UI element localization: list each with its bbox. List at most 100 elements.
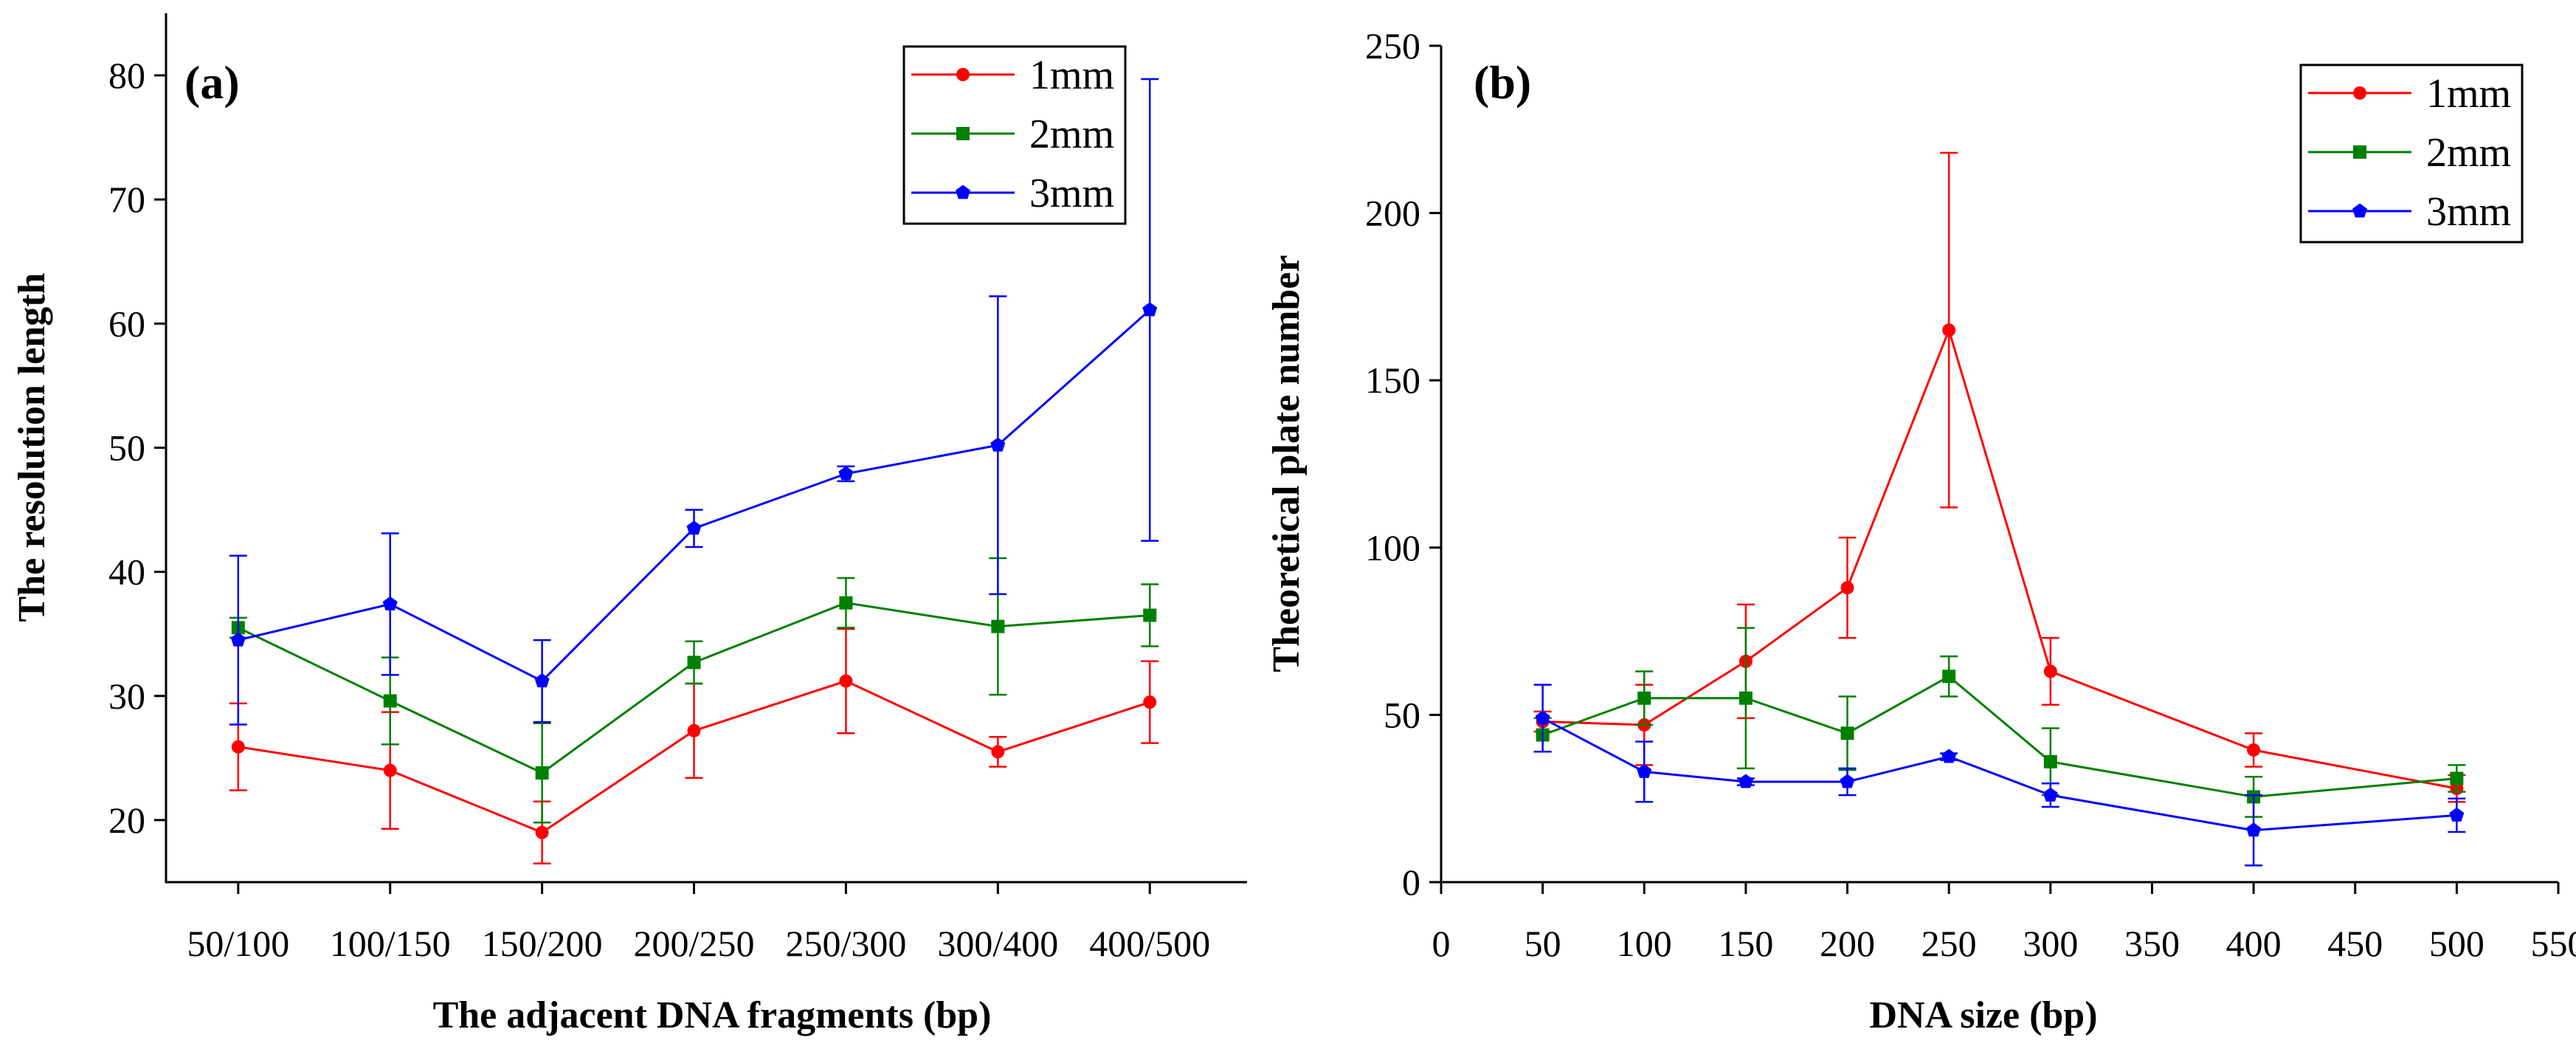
x-tick-label: 0 [1432,923,1451,964]
y-tick-label: 100 [1365,527,1420,568]
x-tick-label: 550 [2531,923,2576,964]
data-point [2043,787,2058,802]
data-point [1840,774,1855,788]
data-point [535,825,549,839]
legend-marker [2353,145,2366,159]
panel-a-resolution-length-chart: 20 30 40 50 60 70 80 50/100 100/150 150/200 200/25… [11,13,1247,1036]
data-point [1738,691,1753,705]
panel-b-theoretical-plate-chart: 0 50 100 150 200 250 0 50 100 150 200 250 300 350 400 4… [1265,25,2576,1036]
x-tick-label: 250/300 [785,923,906,964]
data-point [1143,608,1157,622]
x-tick-label: 100 [1617,923,1672,964]
data-point [991,745,1005,759]
y-axis-title: Theoretical plate number [1265,255,1308,672]
y-tick-label: 150 [1365,360,1420,401]
x-tick-label: 50/100 [187,923,289,964]
panel-label: (a) [184,56,240,109]
data-point [2449,807,2465,822]
data-point [2450,771,2464,785]
data-point [990,437,1006,452]
data-point [231,740,245,754]
y-tick-label: 50 [1384,694,1420,735]
data-point [534,673,550,688]
data-point [1637,691,1651,705]
legend-box [902,45,1127,225]
legend-label: 1mm [1029,52,1114,98]
data-point [2043,664,2057,678]
x-tick-label: 450 [2327,923,2383,964]
data-point [2247,743,2261,757]
panel-label: (b) [1474,56,1531,109]
x-axis-title: DNA size (bp) [1869,994,2097,1036]
data-point [535,766,549,780]
x-tick-label: 300 [2023,923,2078,964]
data-point [838,466,854,481]
data-point [991,619,1005,633]
x-tick-label: 400 [2226,923,2282,964]
data-point [383,694,397,708]
series-3mm [229,78,1159,726]
legend: 1mm 2mm 3mm [2299,63,2524,244]
data-point [1941,749,1957,763]
data-point [1143,695,1157,709]
data-point [2043,754,2057,768]
data-point [839,596,853,610]
y-tick-label: 50 [108,427,145,469]
y-tick-label: 200 [1365,193,1420,234]
series-2mm [1533,627,2466,818]
data-point [382,596,398,610]
legend: 1mm 2mm 3mm [902,45,1127,225]
x-tick-label: 200/250 [634,923,755,964]
x-axis-title: The adjacent DNA fragments (bp) [433,994,992,1036]
data-point [687,656,701,670]
series-1mm [1533,151,2466,803]
legend-marker [956,127,970,140]
data-point [839,674,853,688]
data-point [1840,581,1854,595]
legend-marker [2353,86,2366,100]
data-point [1535,710,1550,725]
data-point [1942,323,1956,337]
x-tick-label: 150/200 [482,923,603,964]
data-point [383,763,397,777]
y-tick-label: 80 [108,55,145,96]
y-tick-label: 70 [108,179,145,220]
legend-label: 2mm [1029,111,1114,157]
data-point [230,632,246,647]
legend-marker [2352,203,2367,218]
legend-label: 3mm [2426,189,2511,235]
x-tick-label: 250 [1921,923,1977,964]
x-tick-label: 500 [2429,923,2485,964]
data-point [1637,763,1652,778]
x-tick-label: 300/400 [937,923,1058,964]
data-point [1142,302,1158,317]
legend-marker [956,185,970,199]
series-line [1542,326,2457,790]
series-3mm [1533,684,2466,867]
x-tick-label: 100/150 [330,923,451,964]
legend-box [2299,63,2524,244]
data-point [1738,774,1753,788]
data-point [2246,822,2262,837]
axes: 0 50 100 150 200 250 0 50 100 150 200 250 300 350 400 4… [1365,25,2576,964]
y-tick-label: 60 [108,303,145,344]
y-tick-label: 250 [1365,25,1420,66]
data-point [1942,670,1956,684]
x-tick-label: 150 [1718,923,1773,964]
legend-label: 1mm [2426,71,2511,117]
y-tick-label: 0 [1402,861,1420,903]
x-tick-label: 400/500 [1089,923,1210,964]
y-tick-label: 30 [108,675,145,717]
y-tick-label: 40 [108,551,145,593]
y-axis-title: The resolution length [11,272,53,622]
data-point [1840,726,1854,740]
axes: 20 30 40 50 60 70 80 50/100 100/150 150/200 200/25… [108,13,1247,964]
legend-marker [956,68,970,81]
legend-label: 2mm [2426,130,2511,176]
x-tick-label: 50 [1524,923,1561,964]
series-line [1542,675,2457,798]
x-tick-label: 350 [2124,923,2180,964]
x-tick-label: 200 [1820,923,1875,964]
data-point [687,723,701,737]
